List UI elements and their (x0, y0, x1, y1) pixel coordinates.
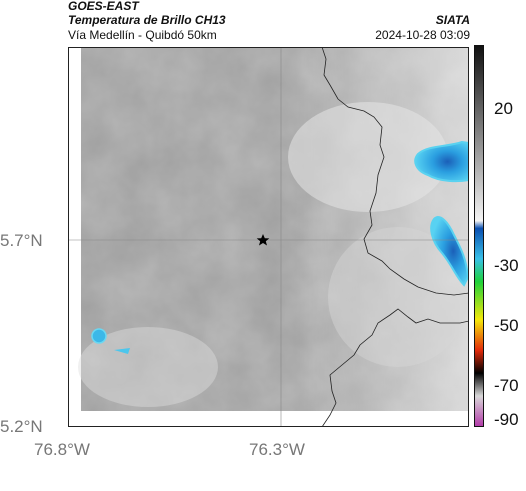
colorbar-gradient (474, 45, 484, 427)
satellite-map (68, 47, 469, 427)
light-patch (328, 227, 468, 367)
lat-label: 5.2°N (0, 417, 43, 436)
colorbar-label: -30 (494, 256, 519, 275)
border-line (321, 47, 469, 296)
light-patch (78, 327, 218, 407)
satellite-title: GOES-EAST (68, 0, 139, 13)
lon-label: 76.8°W (34, 440, 90, 459)
cold-cloud-region (414, 140, 469, 183)
org-label: SIATA (435, 13, 470, 27)
light-patch (288, 102, 448, 212)
lat-label: 5.7°N (0, 231, 43, 250)
colorbar (474, 45, 484, 427)
product-title: Temperatura de Brillo CH13 (68, 13, 226, 27)
cold-cloud-region (91, 328, 107, 344)
star-icon (256, 234, 270, 246)
map-border (68, 47, 469, 427)
cold-cloud-region (430, 216, 469, 287)
colorbar-label: -50 (494, 316, 519, 335)
datetime-label: 2024-10-28 03:09 (375, 28, 470, 42)
colorbar-label: -90 (494, 410, 519, 429)
lon-label: 76.3°W (249, 440, 305, 459)
border-line (321, 308, 469, 427)
colorbar-label: -70 (494, 376, 519, 395)
colorbar-label: 20 (494, 99, 513, 118)
warm-gradient (81, 47, 469, 411)
cold-cloud-region (114, 348, 130, 354)
region-subtitle: Vía Medellín - Quibdó 50km (68, 28, 217, 42)
